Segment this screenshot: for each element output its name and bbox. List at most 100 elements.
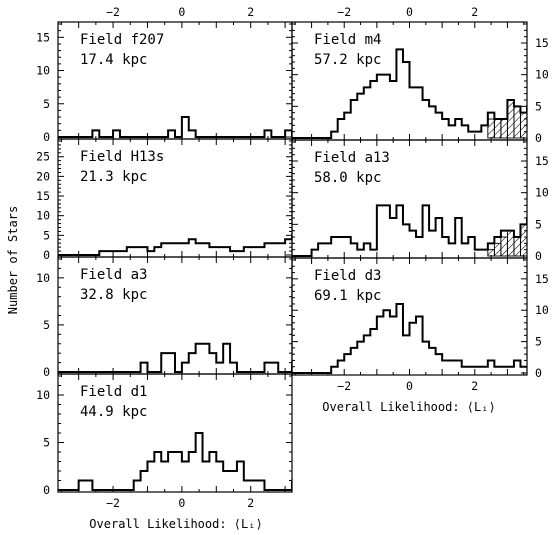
shaded-bar: [340, 184, 347, 255]
shaded-bar: [416, 251, 423, 255]
shaded-bar: [423, 251, 430, 255]
shaded-bar: [513, 236, 521, 257]
y-tick-label: 15: [535, 272, 549, 286]
shaded-bar: [368, 104, 375, 137]
y-tick-label: 10: [36, 388, 50, 402]
shaded-bar: [326, 316, 333, 373]
shaded-bar: [526, 217, 527, 257]
shaded-bar: [402, 71, 409, 137]
shaded-bar: [493, 118, 502, 139]
shaded-bar: [375, 325, 382, 372]
field-name-label: Field d3: [314, 268, 381, 284]
all-stars-step-line: [292, 204, 527, 257]
y-tick-label: 0: [535, 366, 542, 380]
y-tick-label: 5: [43, 228, 50, 242]
field-name-label: Field f207: [80, 32, 164, 48]
histogram-panel: 0 5 10 15 20 25 Field H13s 21.3 kpc: [36, 138, 430, 262]
y-tick-label: 20: [36, 169, 50, 183]
shaded-bar: [381, 200, 388, 255]
histogram-plot-area: [58, 306, 402, 373]
shaded-bar: [547, 212, 554, 256]
shaded-bar: [368, 306, 375, 372]
shaded-bar: [361, 462, 368, 491]
shaded-bar: [553, 193, 560, 256]
x-tick-label: 0: [178, 5, 185, 19]
histogram-panel: 0 5 10 15 Field a13 58.0 kpc: [291, 139, 560, 263]
shaded-bar: [526, 105, 527, 139]
shaded-bar: [547, 94, 554, 138]
field-distance-label: 21.3 kpc: [80, 169, 147, 185]
y-tick-label: 0: [535, 131, 542, 145]
y-tick-label: 25: [36, 150, 50, 164]
field-name-label: Field a3: [80, 267, 147, 283]
shaded-bar: [395, 471, 402, 490]
x-tick-label: 0: [406, 5, 413, 19]
shaded-bar: [395, 224, 402, 255]
shaded-bar: [500, 118, 508, 139]
shaded-bar: [320, 452, 327, 490]
x-tick-label: 2: [247, 5, 254, 19]
x-tick-label: 2: [471, 379, 478, 393]
shaded-bar: [395, 363, 402, 372]
histogram-plot-area: [292, 193, 560, 257]
field-distance-label: 44.9 kpc: [80, 404, 147, 420]
x-axis-title-left: Overall Likelihood: ⟨Lᵢ⟩: [89, 517, 262, 531]
x-tick-label: −2: [337, 379, 351, 393]
all-stars-step-line: [292, 48, 527, 139]
field-distance-label: 32.8 kpc: [80, 287, 147, 303]
y-tick-label: 5: [43, 97, 50, 111]
x-tick-label: −2: [106, 496, 120, 510]
x-tick-label: 0: [406, 379, 413, 393]
shaded-bar: [388, 110, 395, 137]
y-tick-label: 0: [43, 483, 50, 497]
shaded-bar: [493, 242, 502, 257]
histogram-plot-area: [58, 71, 409, 138]
shaded-bar: [340, 452, 347, 490]
histogram-plot-area: [292, 302, 527, 374]
shaded-bar: [326, 204, 333, 255]
x-tick-label: −2: [337, 5, 351, 19]
y-tick-label: 5: [43, 436, 50, 450]
histogram-panel: 0 5 10 15 −2 0 2 Field f207 17.4 kpc: [36, 5, 409, 144]
field-distance-label: 69.1 kpc: [314, 288, 381, 304]
shaded-bar: [388, 462, 395, 491]
y-tick-label: 10: [535, 68, 549, 82]
shaded-bar: [375, 471, 382, 490]
y-tick-label: 10: [535, 303, 549, 317]
y-tick-label: 5: [43, 318, 50, 332]
field-distance-label: 58.0 kpc: [314, 170, 381, 186]
shaded-bar: [313, 471, 320, 490]
y-tick-label: 5: [535, 217, 542, 231]
shaded-bar: [402, 231, 409, 255]
y-tick-label: 15: [36, 30, 50, 44]
y-tick-label: 0: [43, 248, 50, 262]
x-tick-label: 2: [247, 496, 254, 510]
y-tick-label: 10: [535, 186, 549, 200]
all-stars-step-line: [58, 342, 292, 373]
histogram-plot-area: [58, 432, 402, 491]
shaded-bar: [333, 200, 340, 255]
shaded-bar: [320, 216, 327, 255]
shaded-bar: [347, 443, 354, 491]
y-tick-label: 5: [535, 99, 542, 113]
shaded-bar: [320, 325, 327, 372]
y-tick-label: 15: [36, 189, 50, 203]
shaded-bar: [313, 334, 320, 372]
shaded-bar: [291, 238, 292, 256]
field-name-label: Field m4: [314, 32, 381, 48]
shaded-bar: [354, 452, 361, 490]
y-tick-label: 0: [43, 130, 50, 144]
y-tick-label: 0: [43, 365, 50, 379]
shaded-bar: [409, 243, 416, 255]
y-tick-label: 15: [535, 154, 549, 168]
shaded-bar: [375, 124, 382, 137]
field-name-label: Field a13: [314, 150, 390, 166]
shaded-bar: [299, 235, 306, 255]
field-distance-label: 17.4 kpc: [80, 52, 147, 68]
shaded-bar: [326, 443, 333, 491]
histogram-panel: 0 5 10 Field a3 32.8 kpc: [36, 256, 402, 379]
y-tick-label: 10: [36, 64, 50, 78]
shaded-bar: [395, 84, 402, 137]
all-stars-step-line: [58, 116, 292, 138]
